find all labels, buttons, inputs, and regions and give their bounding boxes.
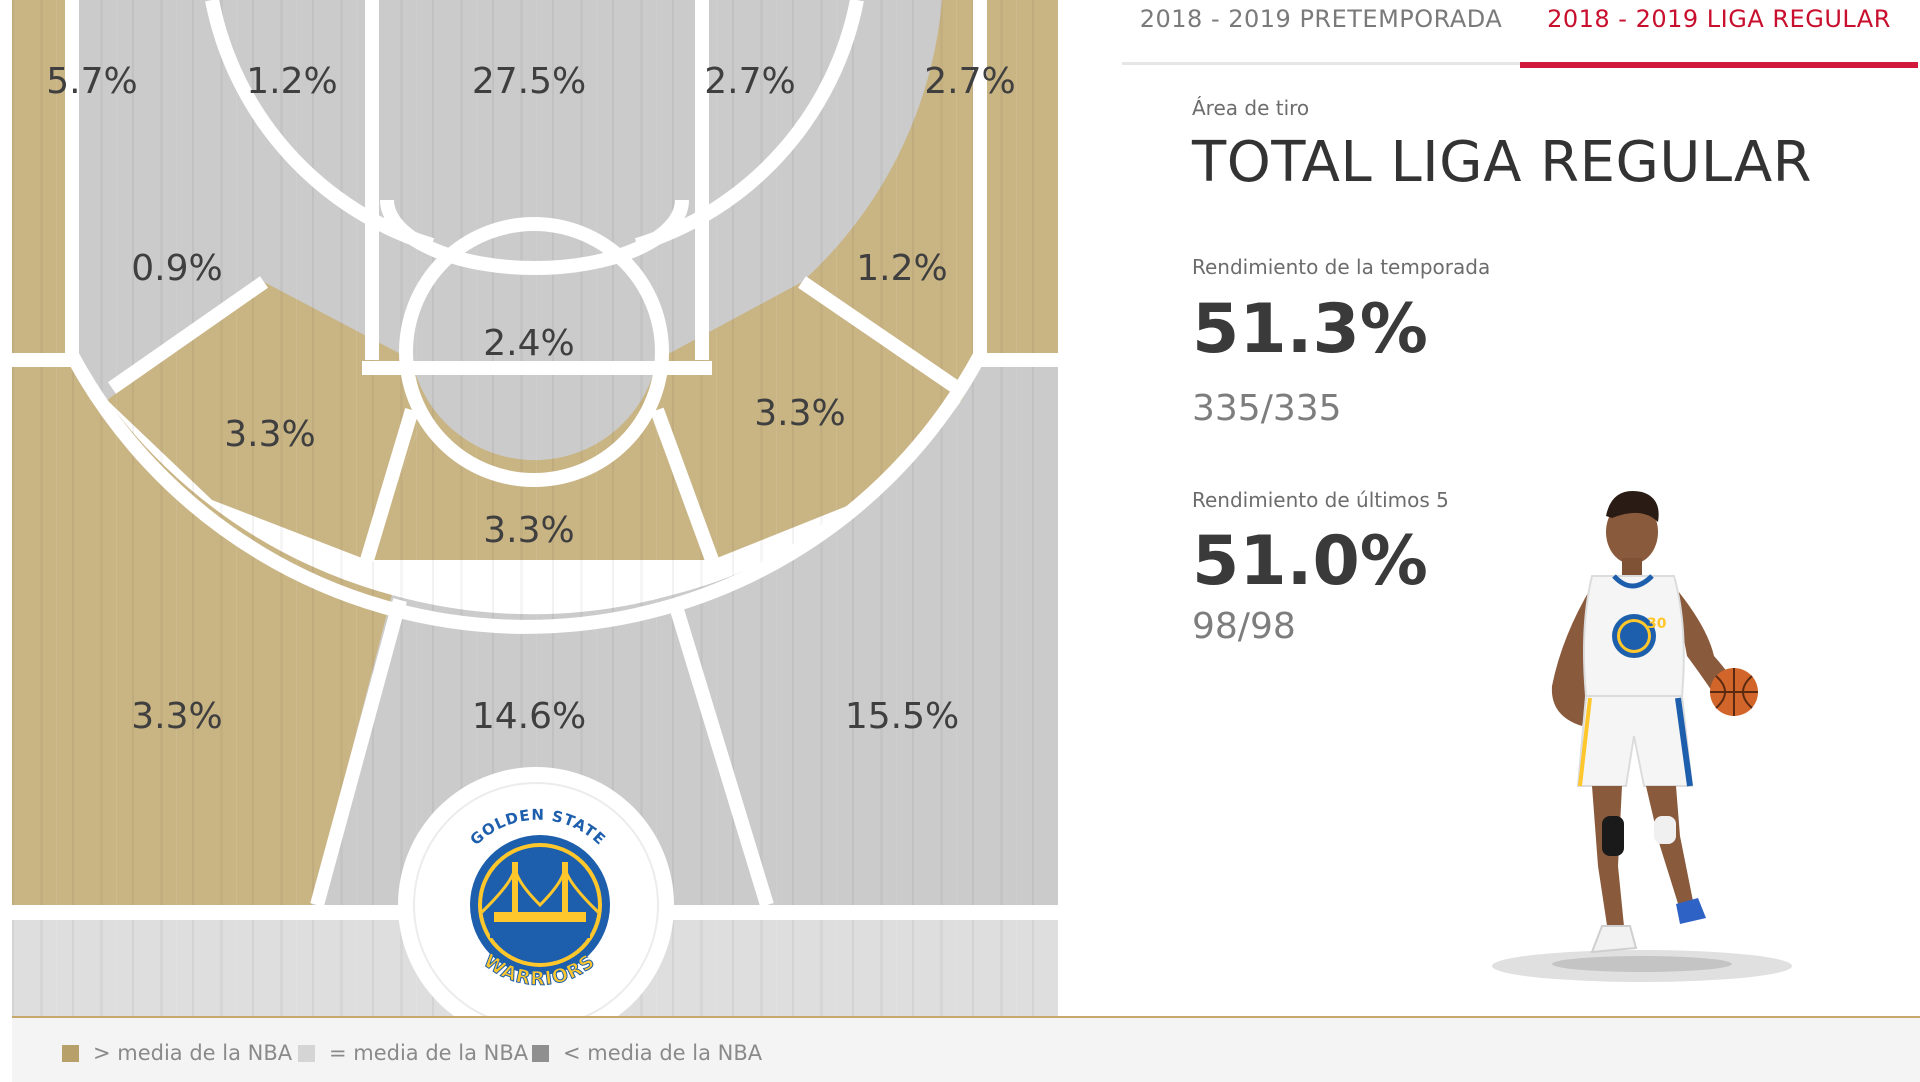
season-value: 51.3% <box>1192 290 1428 369</box>
area-label: Área de tiro <box>1192 96 1310 120</box>
legend-swatch-below <box>532 1045 549 1062</box>
legend-item-equal: = media de la NBA <box>298 1040 528 1066</box>
zone-label-paint: 27.5% <box>472 61 586 102</box>
area-title: TOTAL LIGA REGULAR <box>1192 130 1813 195</box>
legend-bar: > media de la NBA = media de la NBA < me… <box>12 1016 1920 1082</box>
legend-item-below: < media de la NBA <box>532 1040 762 1066</box>
season-ratio: 335/335 <box>1192 388 1342 429</box>
zone-label-right-elbow-mid: 3.3% <box>754 393 845 434</box>
legend-item-above: > media de la NBA <box>62 1040 292 1066</box>
zone-label-left-elbow-mid: 3.3% <box>224 414 315 455</box>
zone-label-right-corner-3: 2.7% <box>924 61 1015 102</box>
legend-label-below: < media de la NBA <box>563 1041 763 1065</box>
shot-chart-court: GOLDEN STATE WARRIORS 5.7% 1.2% 27.5% 2.… <box>12 0 1058 1016</box>
legend-swatch-equal <box>298 1045 315 1062</box>
court-svg: GOLDEN STATE WARRIORS 5.7% 1.2% 27.5% 2.… <box>12 0 1058 1016</box>
zone-label-top-3: 14.6% <box>472 696 586 737</box>
legend-label-equal: = media de la NBA <box>329 1041 529 1065</box>
zone-label-left-corner-3: 5.7% <box>46 61 137 102</box>
zone-label-right-wing-mid: 1.2% <box>856 248 947 289</box>
last5-label: Rendimiento de últimos 5 <box>1192 488 1449 512</box>
zone-label-right-wing-3: 15.5% <box>845 696 959 737</box>
zone-label-free-throw: 2.4% <box>483 323 574 364</box>
wood-texture <box>12 0 1058 905</box>
zone-label-left-baseline-2: 1.2% <box>246 61 337 102</box>
season-label: Rendimiento de la temporada <box>1192 255 1491 279</box>
court-lines <box>12 0 1058 919</box>
zone-label-left-wing-3: 3.3% <box>131 696 222 737</box>
zone-label-left-wing-mid: 0.9% <box>131 248 222 289</box>
season-tabs: 2018 - 2019 PRETEMPORADA 2018 - 2019 LIG… <box>1122 0 1920 68</box>
zone-label-right-baseline-2: 2.7% <box>704 61 795 102</box>
golden-state-warriors-logo: GOLDEN STATE WARRIORS <box>467 806 610 990</box>
legend-label-above: > media de la NBA <box>93 1041 293 1065</box>
jersey-number: 30 <box>1647 616 1667 632</box>
last5-ratio: 98/98 <box>1192 606 1296 647</box>
last5-value: 51.0% <box>1192 522 1428 601</box>
zone-label-top-key-mid: 3.3% <box>483 510 574 551</box>
tab-preseason[interactable]: 2018 - 2019 PRETEMPORADA <box>1122 0 1520 65</box>
player-dribbling-figure: 30 <box>1442 486 1842 996</box>
tab-regular-season[interactable]: 2018 - 2019 LIGA REGULAR <box>1520 0 1918 68</box>
legend-swatch-above <box>62 1045 79 1062</box>
